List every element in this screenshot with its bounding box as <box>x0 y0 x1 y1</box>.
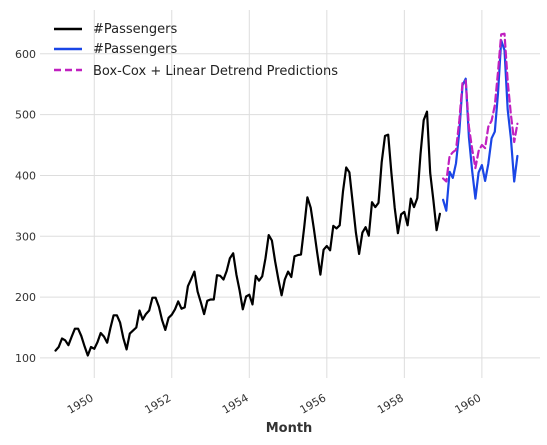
grid <box>40 10 540 378</box>
series-layer <box>54 32 519 357</box>
y-tick-label: 100 <box>15 352 36 365</box>
x-tick-label: 1958 <box>375 391 406 416</box>
x-tick-label: 1960 <box>453 391 484 416</box>
x-tick-label: 1950 <box>65 391 96 416</box>
legend-label-2: Box-Cox + Linear Detrend Predictions <box>93 64 338 79</box>
y-tick-label: 500 <box>15 109 36 122</box>
x-tick-label: 1956 <box>298 391 329 416</box>
legend: #Passengers #Passengers Box-Cox + Linear… <box>54 22 338 79</box>
x-axis-title: Month <box>266 421 313 436</box>
y-tick-label: 300 <box>15 230 36 243</box>
series-line-1 <box>442 39 519 212</box>
x-tick-label: 1954 <box>220 391 251 416</box>
x-tick-label: 1952 <box>143 391 174 416</box>
legend-label-0: #Passengers <box>93 22 177 37</box>
series-line-0 <box>54 110 441 357</box>
series-line-2 <box>442 32 519 183</box>
y-tick-label: 200 <box>15 291 36 304</box>
y-tick-label: 600 <box>15 48 36 61</box>
legend-label-1: #Passengers <box>93 42 177 57</box>
y-tick-label: 400 <box>15 169 36 182</box>
